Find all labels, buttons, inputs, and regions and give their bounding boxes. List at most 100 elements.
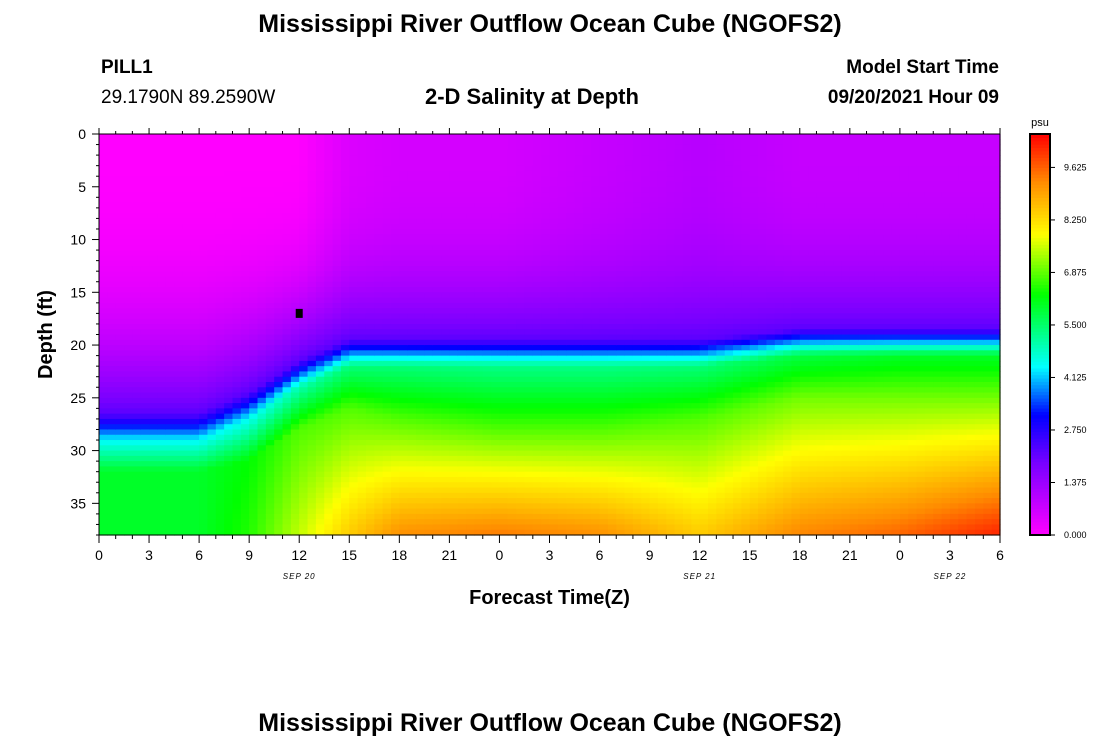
heatmap-cell [457, 265, 467, 272]
heatmap-cell [124, 476, 133, 483]
heatmap-cell [441, 376, 450, 383]
heatmap-cell [174, 281, 184, 288]
heatmap-cell [357, 418, 367, 425]
heatmap-cell [632, 276, 642, 283]
heatmap-cell [299, 176, 309, 183]
heatmap-cell [332, 160, 342, 167]
heatmap-cell [516, 519, 526, 526]
heatmap-cell [599, 218, 609, 225]
heatmap-cell [524, 440, 534, 446]
heatmap-cell [249, 192, 259, 198]
heatmap-cell [357, 466, 367, 473]
heatmap-cell [307, 218, 317, 225]
heatmap-cell [157, 250, 167, 256]
heatmap-cell [182, 524, 192, 531]
heatmap-cell [265, 445, 275, 452]
heatmap-cell [340, 223, 350, 230]
heatmap-cell [157, 466, 167, 473]
heatmap-cell [349, 271, 359, 278]
heatmap-cell [174, 334, 184, 341]
heatmap-cell [616, 450, 626, 457]
heatmap-cell [115, 487, 125, 494]
heatmap-cell [382, 287, 392, 293]
heatmap-cell [624, 376, 634, 383]
heatmap-cell [307, 350, 317, 357]
heatmap-cell [190, 482, 200, 489]
heatmap-cell [140, 455, 150, 462]
heatmap-cell [424, 213, 434, 220]
heatmap-cell [382, 498, 392, 504]
heatmap-cell [599, 139, 609, 146]
heatmap-cell [632, 392, 642, 399]
heatmap-cell [574, 371, 584, 378]
heatmap-cell [499, 308, 509, 314]
heatmap-cell [207, 487, 217, 494]
heatmap-cell [574, 387, 584, 394]
heatmap-cell [557, 519, 567, 526]
heatmap-cell [132, 276, 142, 283]
heatmap-cell [541, 139, 551, 146]
heatmap-cell [332, 228, 342, 235]
heatmap-cell [299, 429, 309, 436]
heatmap-cell [599, 181, 609, 188]
heatmap-cell [416, 176, 425, 183]
heatmap-cell [566, 239, 576, 246]
heatmap-cell [365, 345, 375, 351]
heatmap-cell [215, 239, 225, 246]
heatmap-cell [524, 471, 534, 478]
heatmap-cell [265, 234, 275, 241]
heatmap-cell [332, 471, 342, 478]
heatmap-cell [215, 429, 225, 436]
heatmap-cell [282, 350, 292, 357]
heatmap-cell [315, 302, 325, 309]
heatmap-cell [432, 339, 442, 346]
heatmap-cell [399, 445, 409, 452]
heatmap-cell [416, 466, 425, 473]
heatmap-cell [499, 313, 509, 320]
heatmap-cell [115, 181, 125, 188]
heatmap-cell [140, 287, 150, 293]
heatmap-cell [574, 329, 584, 336]
heatmap-cell [249, 149, 259, 156]
heatmap-cell [499, 355, 509, 362]
heatmap-cell [499, 228, 509, 235]
heatmap-cell [532, 503, 542, 510]
heatmap-cell [641, 392, 651, 399]
heatmap-cell [399, 244, 409, 251]
heatmap-cell [324, 329, 334, 336]
heatmap-cell [282, 429, 292, 436]
heatmap-cell [532, 207, 542, 214]
heatmap-cell [390, 339, 400, 346]
heatmap-cell [466, 529, 476, 536]
heatmap-cell [299, 445, 309, 452]
heatmap-cell [424, 149, 434, 156]
heatmap-cell [390, 139, 400, 146]
heatmap-cell [215, 487, 225, 494]
heatmap-cell [491, 397, 501, 404]
heatmap-cell [449, 524, 459, 531]
heatmap-cell [282, 345, 292, 351]
heatmap-cell [324, 192, 334, 198]
heatmap-cell [416, 165, 425, 172]
heatmap-cell [357, 376, 367, 383]
heatmap-cell [224, 360, 234, 367]
heatmap-cell [399, 339, 409, 346]
heatmap-cell [574, 276, 584, 283]
heatmap-cell [591, 376, 601, 383]
heatmap-cell [524, 181, 534, 188]
heatmap-cell [491, 297, 501, 304]
heatmap-cell [432, 202, 442, 209]
heatmap-cell [215, 313, 225, 320]
heatmap-cell [549, 186, 559, 193]
heatmap-cell [641, 281, 651, 288]
heatmap-cell [124, 413, 133, 420]
heatmap-cell [240, 170, 250, 177]
heatmap-cell [390, 313, 400, 320]
heatmap-cell [199, 371, 209, 378]
heatmap-cell [207, 471, 217, 478]
heatmap-cell [132, 149, 142, 156]
heatmap-cell [624, 308, 634, 314]
heatmap-cell [532, 408, 542, 415]
heatmap-cell [466, 139, 476, 146]
heatmap-cell [432, 176, 442, 183]
